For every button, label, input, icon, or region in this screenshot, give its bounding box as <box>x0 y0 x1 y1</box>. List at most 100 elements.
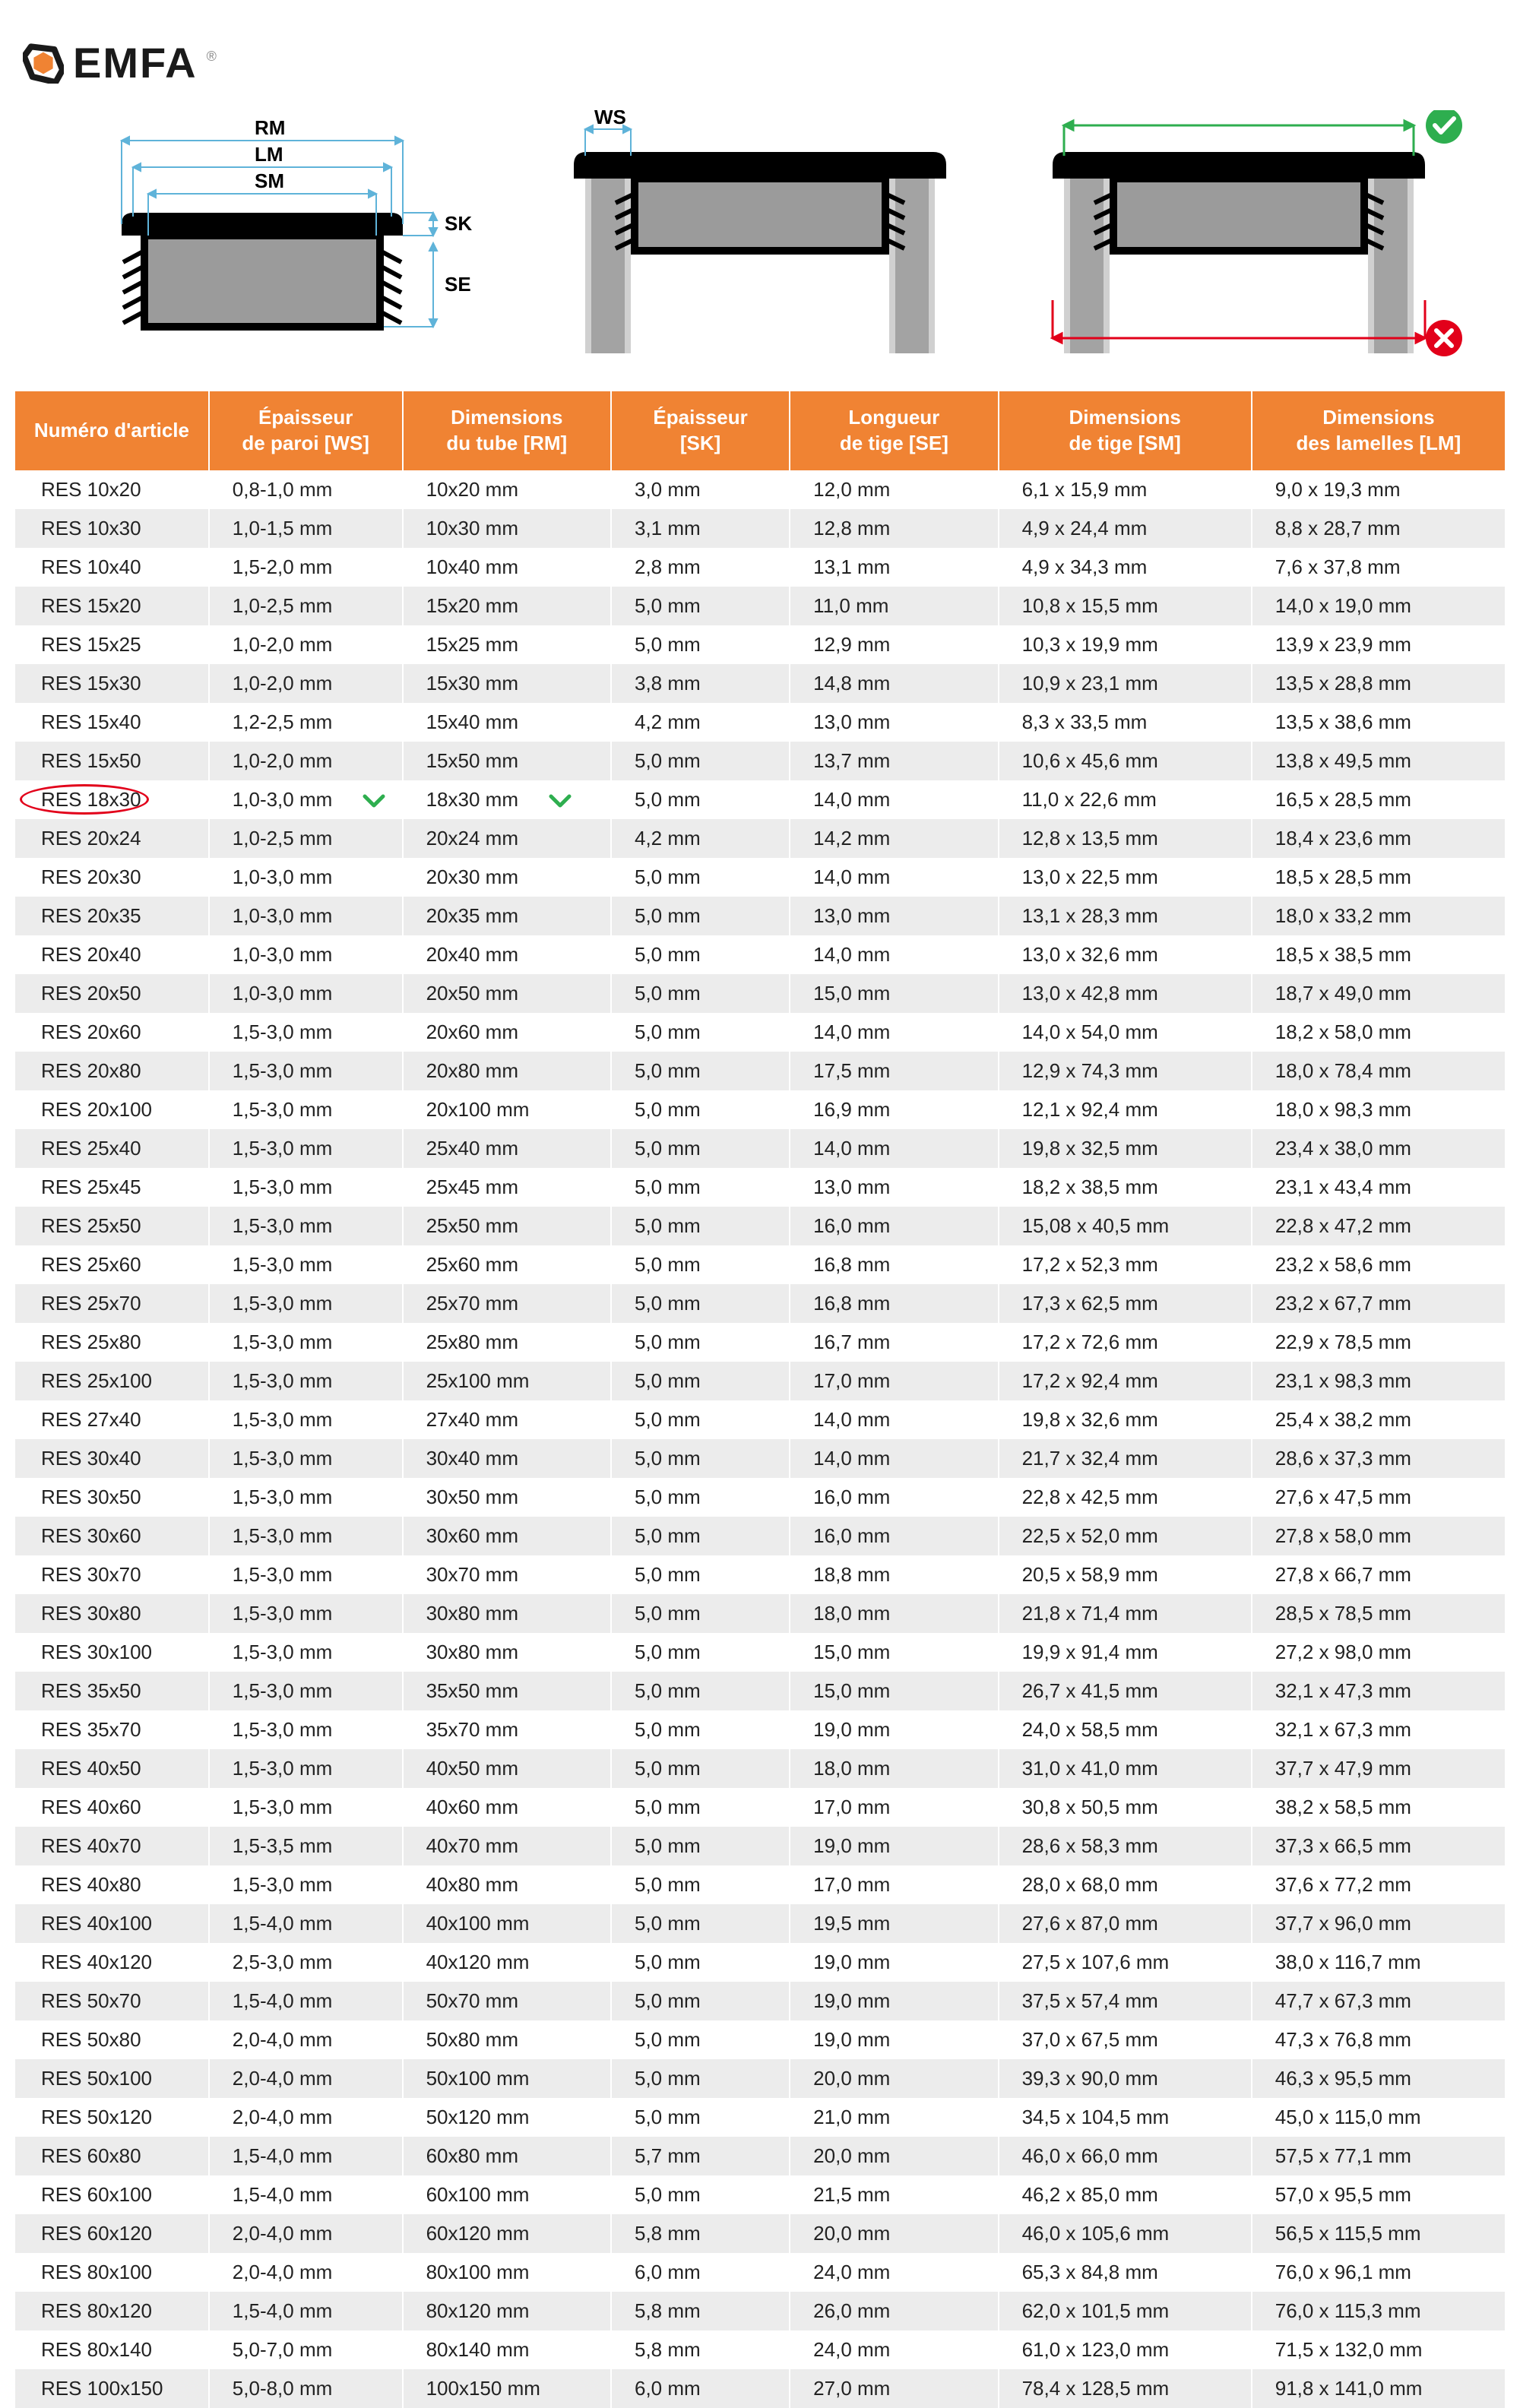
table-cell: 37,0 x 67,5 mm <box>999 2020 1252 2059</box>
table-cell: 12,9 x 74,3 mm <box>999 1052 1252 1090</box>
table-cell: RES 25x40 <box>15 1129 209 1168</box>
logo-text: EMFA <box>73 38 198 87</box>
table-cell: 18,0 mm <box>790 1749 998 1788</box>
table-cell: 13,9 x 23,9 mm <box>1252 625 1505 664</box>
table-cell: 25x60 mm <box>403 1245 611 1284</box>
chevron-down-icon <box>549 793 572 808</box>
table-cell: 6,0 mm <box>611 2369 790 2408</box>
table-cell: RES 25x100 <box>15 1362 209 1400</box>
table-cell: 25x100 mm <box>403 1362 611 1400</box>
table-cell: 1,5-3,0 mm <box>209 1090 403 1129</box>
table-cell: 61,0 x 123,0 mm <box>999 2330 1252 2369</box>
table-cell: 57,0 x 95,5 mm <box>1252 2175 1505 2214</box>
table-cell: 16,0 mm <box>790 1207 998 1245</box>
table-cell: RES 40x80 <box>15 1865 209 1904</box>
table-cell: 16,0 mm <box>790 1517 998 1555</box>
table-cell: 40x100 mm <box>403 1904 611 1943</box>
table-cell: 15x20 mm <box>403 587 611 625</box>
table-cell: 30x80 mm <box>403 1633 611 1672</box>
logo-icon <box>23 43 64 84</box>
table-cell: 10x20 mm <box>403 470 611 509</box>
table-row: RES 40x1001,5-4,0 mm40x100 mm5,0 mm19,5 … <box>15 1904 1505 1943</box>
table-cell: 60x80 mm <box>403 2137 611 2175</box>
table-cell: 18,7 x 49,0 mm <box>1252 974 1505 1013</box>
table-cell: 17,3 x 62,5 mm <box>999 1284 1252 1323</box>
table-cell: RES 20x80 <box>15 1052 209 1090</box>
table-cell: 1,5-3,0 mm <box>209 1788 403 1827</box>
table-cell: 1,0-1,5 mm <box>209 509 403 548</box>
table-cell: 26,7 x 41,5 mm <box>999 1672 1252 1710</box>
table-cell: 14,0 x 54,0 mm <box>999 1013 1252 1052</box>
table-cell: 24,0 mm <box>790 2253 998 2292</box>
table-cell: RES 80x120 <box>15 2292 209 2330</box>
table-cell: 18,0 x 98,3 mm <box>1252 1090 1505 1129</box>
table-cell: 5,8 mm <box>611 2330 790 2369</box>
table-cell: RES 30x60 <box>15 1517 209 1555</box>
table-cell: RES 20x30 <box>15 858 209 897</box>
table-cell: 24,0 mm <box>790 2330 998 2369</box>
table-cell: RES 35x50 <box>15 1672 209 1710</box>
table-cell: 5,0 mm <box>611 780 790 819</box>
table-cell: 5,0 mm <box>611 1827 790 1865</box>
table-cell: 22,9 x 78,5 mm <box>1252 1323 1505 1362</box>
table-cell: 13,5 x 28,8 mm <box>1252 664 1505 703</box>
table-cell: 37,3 x 66,5 mm <box>1252 1827 1505 1865</box>
table-cell: 2,8 mm <box>611 548 790 587</box>
brand-logo: EMFA ® <box>15 23 1505 110</box>
table-cell: 1,5-3,0 mm <box>209 1633 403 1672</box>
table-cell: RES 100x150 <box>15 2369 209 2408</box>
table-row: RES 25x501,5-3,0 mm25x50 mm5,0 mm16,0 mm… <box>15 1207 1505 1245</box>
table-cell: 10,8 x 15,5 mm <box>999 587 1252 625</box>
table-cell: 46,3 x 95,5 mm <box>1252 2059 1505 2098</box>
table-cell: 14,0 mm <box>790 1439 998 1478</box>
table-cell: 5,0 mm <box>611 1439 790 1478</box>
table-cell: 1,0-2,0 mm <box>209 664 403 703</box>
table-cell: RES 15x20 <box>15 587 209 625</box>
table-cell: RES 20x40 <box>15 935 209 974</box>
table-body: RES 10x200,8-1,0 mm10x20 mm3,0 mm12,0 mm… <box>15 470 1505 2408</box>
table-cell: 1,5-4,0 mm <box>209 1904 403 1943</box>
table-cell: 19,0 mm <box>790 1982 998 2020</box>
table-cell: 5,0 mm <box>611 1400 790 1439</box>
table-cell: 1,5-3,0 mm <box>209 1749 403 1788</box>
table-cell: 27,6 x 47,5 mm <box>1252 1478 1505 1517</box>
table-cell: 37,5 x 57,4 mm <box>999 1982 1252 2020</box>
table-row: RES 15x301,0-2,0 mm15x30 mm3,8 mm14,8 mm… <box>15 664 1505 703</box>
table-cell: RES 40x120 <box>15 1943 209 1982</box>
table-cell: 16,8 mm <box>790 1245 998 1284</box>
table-cell: 13,0 x 32,6 mm <box>999 935 1252 974</box>
table-cell: 15,08 x 40,5 mm <box>999 1207 1252 1245</box>
table-row: RES 30x601,5-3,0 mm30x60 mm5,0 mm16,0 mm… <box>15 1517 1505 1555</box>
table-row: RES 40x701,5-3,5 mm40x70 mm5,0 mm19,0 mm… <box>15 1827 1505 1865</box>
table-row: RES 30x801,5-3,0 mm30x80 mm5,0 mm18,0 mm… <box>15 1594 1505 1633</box>
table-cell: 62,0 x 101,5 mm <box>999 2292 1252 2330</box>
table-cell: 6,1 x 15,9 mm <box>999 470 1252 509</box>
table-cell: 25x45 mm <box>403 1168 611 1207</box>
table-cell: 28,6 x 37,3 mm <box>1252 1439 1505 1478</box>
table-row: RES 10x200,8-1,0 mm10x20 mm3,0 mm12,0 mm… <box>15 470 1505 509</box>
table-cell: 5,0 mm <box>611 1982 790 2020</box>
table-cell: RES 40x50 <box>15 1749 209 1788</box>
table-cell: 5,0 mm <box>611 1749 790 1788</box>
table-cell: RES 80x140 <box>15 2330 209 2369</box>
table-cell: RES 25x80 <box>15 1323 209 1362</box>
table-cell: 1,5-4,0 mm <box>209 1982 403 2020</box>
table-cell: 1,5-3,0 mm <box>209 1710 403 1749</box>
table-cell: 5,0 mm <box>611 1865 790 1904</box>
table-cell: RES 30x70 <box>15 1555 209 1594</box>
table-cell: 65,3 x 84,8 mm <box>999 2253 1252 2292</box>
table-cell: 22,5 x 52,0 mm <box>999 1517 1252 1555</box>
table-cell: RES 25x60 <box>15 1245 209 1284</box>
table-row: RES 40x601,5-3,0 mm40x60 mm5,0 mm17,0 mm… <box>15 1788 1505 1827</box>
table-cell: 14,0 mm <box>790 1013 998 1052</box>
table-cell: 18,0 x 78,4 mm <box>1252 1052 1505 1090</box>
table-row: RES 50x1202,0-4,0 mm50x120 mm5,0 mm21,0 … <box>15 2098 1505 2137</box>
table-cell: 19,8 x 32,6 mm <box>999 1400 1252 1439</box>
table-cell: 1,0-2,5 mm <box>209 819 403 858</box>
table-cell: 20x60 mm <box>403 1013 611 1052</box>
table-cell: 25,4 x 38,2 mm <box>1252 1400 1505 1439</box>
table-cell: 3,1 mm <box>611 509 790 548</box>
table-cell: 100x150 mm <box>403 2369 611 2408</box>
table-cell: 91,8 x 141,0 mm <box>1252 2369 1505 2408</box>
table-cell: 16,7 mm <box>790 1323 998 1362</box>
